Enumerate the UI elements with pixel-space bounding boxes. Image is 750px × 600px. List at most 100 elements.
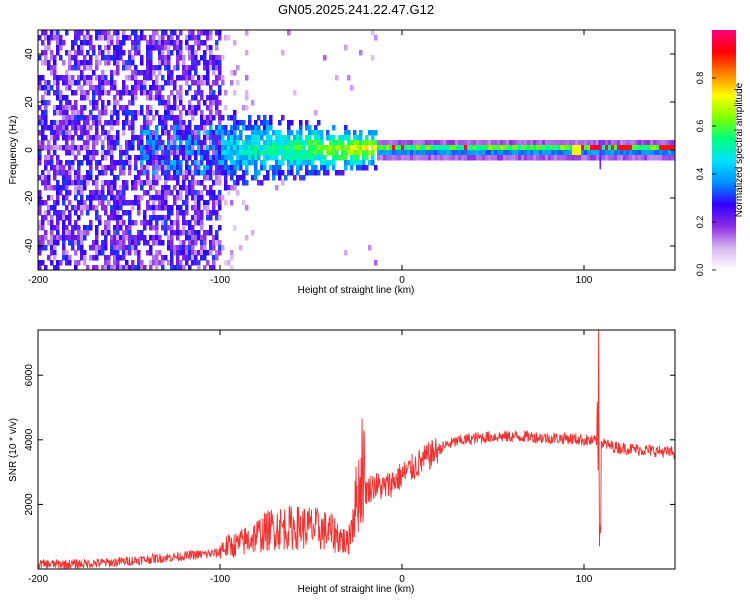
spectrogram-cell [212,210,216,216]
spectrogram-cell [317,155,321,161]
spectrogram-cell [218,215,222,221]
spectrogram-cell [194,50,198,56]
spectrogram-cell [170,255,174,261]
spectrogram-cell [56,260,60,266]
spectrogram-cell [449,140,453,146]
spectrogram-cell [116,205,120,211]
spectrogram-cell [290,130,294,136]
spectrogram-cell [137,200,141,206]
spectrogram-cell [671,140,675,146]
spectrogram-cell [188,75,192,81]
spectrogram-cell [338,155,342,161]
spectrogram-cell [170,220,174,226]
spectrogram-cell [62,60,66,66]
spectrogram-cell [164,180,168,186]
spectrogram-cell [617,155,621,161]
spectrogram-cell [50,55,54,61]
spectrogram-cell [140,165,144,171]
spectrogram-cell [158,145,162,151]
spectrogram-cell [128,220,132,226]
spectrogram-cell [596,145,600,151]
spectrogram-cell [65,160,69,166]
spectrogram-cell [86,120,90,126]
spectrogram-cell [137,260,141,266]
spectrogram-cell [68,240,72,246]
spectrogram-cell [86,170,90,176]
spectrogram-cell [140,180,144,186]
spectrogram-cell [56,50,60,56]
spectrogram-cell [149,155,153,161]
spectrogram-cell [188,130,192,136]
spectrogram-cell [566,145,570,151]
spectrogram-cell [143,215,147,221]
spectrogram-cell [188,250,192,256]
spectrogram-cell [146,60,150,66]
spectrogram-cell [182,130,186,136]
spectrogram-cell [107,40,111,46]
spectrogram-cell [110,125,114,131]
spectrogram-cell [281,50,285,56]
spectrogram-cell [419,155,423,161]
spectrogram-cell [203,135,207,141]
spectrogram-cell [206,45,210,51]
spectrogram-cell [101,250,105,256]
spectrogram-cell [113,210,117,216]
spectrogram-cell [197,200,201,206]
spectrogram-cell [173,150,177,156]
spectrogram-cell [515,155,519,161]
spectrogram-cell [248,120,252,126]
spectrogram-cell [188,140,192,146]
spectrogram-cell [242,120,246,126]
spectrogram-cell [110,215,114,221]
spectrogram-cell [80,60,84,66]
spectrogram-cell [305,150,309,156]
spectrogram-cell [164,120,168,126]
spectrogram-cell [44,45,48,51]
spectrogram-cell [161,50,165,56]
colorbar-tick-label: 0.8 [695,72,705,85]
spectrogram-cell [344,160,348,166]
spectrogram-cell [377,140,381,146]
spectrogram-cell [176,90,180,96]
spectrogram-cell [230,145,234,151]
spectrogram-cell [290,160,294,166]
spectrogram-cell [209,160,213,166]
spectrogram-cell [245,160,249,166]
spectrogram-cell [587,155,591,161]
spectrogram-cell [116,135,120,141]
spectrogram-cell [161,185,165,191]
spectrogram-cell [626,150,630,156]
spectrogram-cell [71,110,75,116]
spectrogram-cell [545,155,549,161]
spectrogram-cell [167,140,171,146]
spectrogram-cell [80,30,84,36]
spectrogram-cell [215,130,219,136]
spectrogram-cell [146,130,150,136]
spectrogram-cell [149,215,153,221]
spectrogram-cell [185,165,189,171]
spectrogram-cell [638,155,642,161]
spectrogram-cell [71,115,75,121]
spectrogram-cell [113,105,117,111]
spectrogram-cell [149,160,153,166]
spectrogram-cell [47,175,51,181]
spectrogram-cell [200,80,204,86]
spectrogram-cell [227,165,231,171]
spectrogram-cell [275,135,279,141]
spectrogram-cell [170,105,174,111]
spectrogram-cell [218,90,222,96]
spectrogram-cell [173,40,177,46]
spectrogram-cell [107,200,111,206]
spectrogram-cell [107,60,111,66]
spectrogram-cell [200,95,204,101]
spectrogram-cell [197,85,201,91]
spectrogram-cell [152,195,156,201]
spectrogram-cell [125,235,129,241]
spectrogram-cell [197,30,201,36]
spectrogram-cell [218,195,222,201]
spectrogram-cell [497,140,501,146]
spectrogram-cell [245,105,249,111]
spectrogram-cell [194,65,198,71]
spectrogram-cell [233,90,237,96]
spectrogram-cell [62,95,66,101]
